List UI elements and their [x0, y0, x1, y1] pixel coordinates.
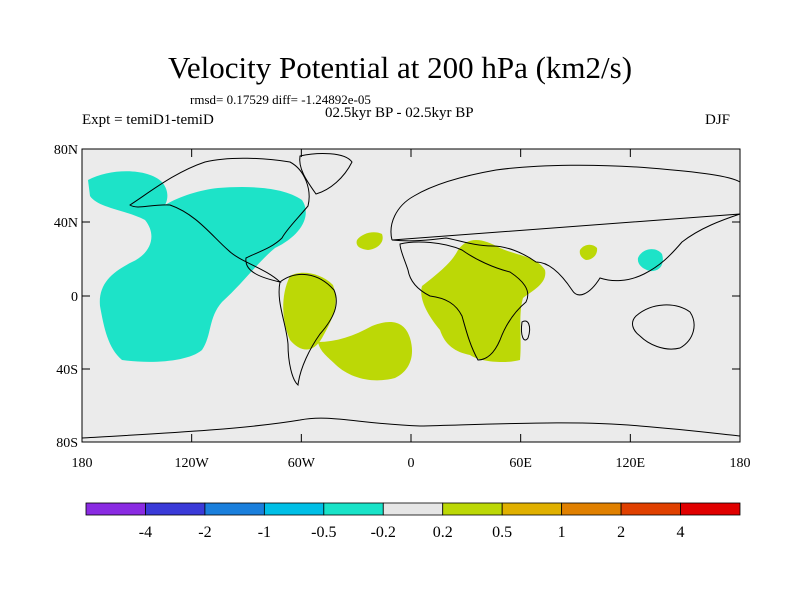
colorbar-label: -2 [198, 524, 211, 541]
colorbar-label: 0.5 [492, 524, 512, 541]
colorbar-swatch [382, 502, 444, 516]
lat-tick-label: 80N [54, 143, 78, 158]
colorbar-label: 1 [558, 524, 566, 541]
lat-tick-label: 40N [54, 216, 78, 231]
colorbar-swatch [620, 502, 681, 516]
south-atlantic-positive-anomaly [318, 322, 413, 381]
colorbar-swatch [442, 502, 503, 516]
colorbar: -4 -2 -1 -0.5 -0.2 0.2 0.5 1 2 4 [85, 502, 741, 541]
coastline-australia [632, 304, 695, 350]
colorbar-label: 0.2 [433, 524, 453, 541]
colorbar-swatch [85, 502, 146, 516]
coastline-north-america [129, 157, 310, 283]
colorbar-label: -1 [258, 524, 271, 541]
lon-tick-label: 60W [288, 456, 316, 471]
colorbar-swatch [263, 502, 325, 516]
africa-positive-anomaly [421, 240, 546, 363]
colorbar-label: 4 [677, 524, 685, 541]
colorbar-swatch [501, 502, 563, 516]
anomaly-regions [88, 171, 663, 381]
lon-tick-label: 120W [175, 456, 210, 471]
coastline-madagascar [521, 320, 531, 341]
colorbar-label: -0.5 [311, 524, 336, 541]
colorbar-swatch [680, 502, 741, 516]
colorbar-label: -4 [139, 524, 152, 541]
period-label: 02.5kyr BP - 02.5kyr BP [325, 105, 474, 121]
south-asia-positive-anomaly [579, 244, 598, 260]
coastlines [81, 153, 741, 439]
lon-tick-label: 120E [616, 456, 646, 471]
experiment-label: Expt = temiD1-temiD [82, 112, 214, 128]
figure-title: Velocity Potential at 200 hPa (km2/s) [167, 50, 633, 85]
lon-tick-label: 180 [730, 456, 751, 471]
lat-tick-label: 0 [71, 290, 78, 305]
coastline-antarctica [81, 417, 741, 439]
west-pacific-negative-anomaly [637, 249, 663, 272]
pacific-negative-anomaly [88, 171, 306, 362]
coastline-eurasia [390, 164, 741, 296]
stats-label: rmsd= 0.17529 diff= -1.24892e-05 [190, 92, 371, 107]
colorbar-swatch [561, 502, 622, 516]
colorbar-label: -0.2 [371, 524, 396, 541]
colorbar-swatch [323, 502, 384, 516]
longitude-axis: 180 120W 60W 0 60E 120E 180 [72, 149, 751, 471]
mediterranean-positive-anomaly [356, 232, 383, 250]
season-label: DJF [704, 112, 730, 128]
lat-tick-label: 80S [56, 436, 78, 451]
lat-tick-label: 40S [56, 363, 78, 378]
lon-tick-label: 60E [509, 456, 532, 471]
colorbar-swatch [204, 502, 265, 516]
colorbar-label: 2 [617, 524, 625, 541]
latitude-axis: 80N 40N 0 40S 80S [54, 143, 740, 451]
lon-tick-label: 0 [408, 456, 415, 471]
coastline-greenland [299, 153, 353, 195]
lon-tick-label: 180 [72, 456, 93, 471]
coastline-africa [399, 241, 529, 361]
colorbar-swatch [145, 502, 206, 516]
coastline-south-america [278, 273, 337, 386]
